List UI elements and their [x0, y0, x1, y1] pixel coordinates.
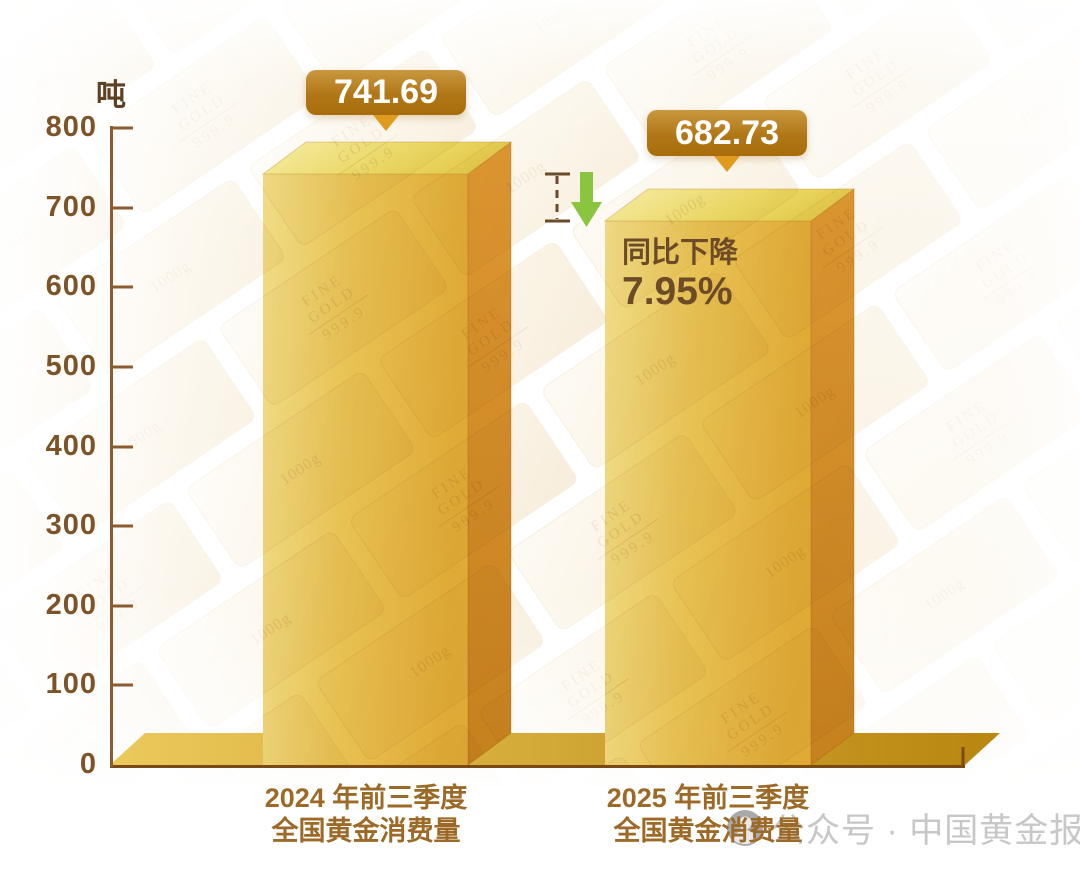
decline-down-arrow-icon — [571, 172, 602, 227]
y-axis-tick-label: 500 — [45, 350, 97, 382]
bar-2025-top-face — [603, 188, 856, 222]
category-label-2025: 2025 年前三季度 全国黄金消费量 — [606, 783, 810, 846]
floor-front-edge — [110, 747, 965, 768]
y-axis-tick-label: 700 — [45, 191, 97, 223]
y-axis-unit-label: 吨 — [96, 79, 126, 112]
bar-2024-top-face — [261, 141, 513, 175]
floor-platform — [110, 733, 1000, 765]
y-axis-tick-label: 600 — [45, 270, 97, 302]
value-2024: 741.69 — [334, 73, 438, 111]
value-badge-2025: 682.73 — [647, 110, 807, 156]
y-axis-tick-label: 200 — [45, 589, 97, 621]
y-axis-ticks — [111, 126, 133, 687]
bar-2025 — [603, 188, 856, 766]
decline-label: 同比下降 — [622, 237, 739, 269]
y-axis-tick-label: 0 — [79, 748, 97, 780]
bar-2024 — [261, 141, 513, 766]
y-axis-tick-label: 400 — [45, 430, 97, 462]
bar-2025-front-face — [605, 221, 811, 765]
category-label-2024: 2024 年前三季度 全国黄金消费量 — [264, 783, 468, 846]
value-badge-2024: 741.69 — [306, 70, 466, 115]
decline-measure-indicator — [545, 172, 570, 223]
bar-2025-side-face — [810, 188, 855, 766]
y-axis-tick-label: 800 — [45, 111, 97, 143]
yoy-decline-annotation: 同比下降 7.95% — [622, 236, 738, 314]
y-axis-tick-label: 100 — [45, 668, 97, 700]
y-axis-tick-label: 300 — [45, 509, 97, 541]
value-2025: 682.73 — [675, 113, 779, 152]
bar-2024-front-face — [263, 174, 468, 765]
decline-percentage: 7.95% — [622, 270, 733, 313]
